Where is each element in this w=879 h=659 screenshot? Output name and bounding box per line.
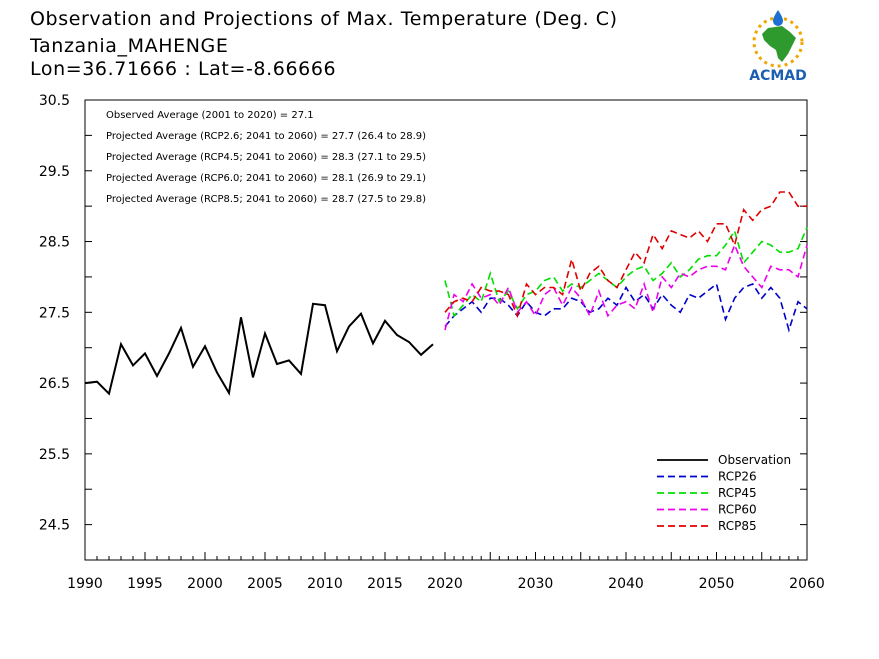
y-tick-label: 30.5 [39,93,70,109]
series-line-observation [84,302,434,396]
legend-label: RCP26 [718,470,757,484]
y-tick-label: 27.5 [39,305,70,321]
legend-label: RCP60 [718,503,757,517]
series-line-rcp26 [444,282,808,333]
average-annotation: Projected Average (RCP8.5; 2041 to 2060)… [106,194,426,205]
plot-frame [84,99,808,561]
series-line-rcp60 [444,242,808,331]
chart-title: Observation and Projections of Max. Temp… [30,8,618,30]
y-axis: 24.5 25.5 26.5 27.5 28.5 29.5 30.5 [39,93,807,561]
acmad-logo: ACMAD [749,10,807,84]
legend-label: Observation [718,453,791,467]
average-annotation: Projected Average (RCP2.6; 2041 to 2060)… [106,131,426,142]
x-tick-label: 2005 [247,576,283,592]
y-tick-label: 25.5 [39,447,70,463]
y-tick-label: 29.5 [39,164,70,180]
series-line-rcp85 [444,191,807,319]
x-axis: 1990 1995 2000 2005 2010 2015 2020 2030 2040 2050… [67,552,825,592]
legend-label: RCP85 [718,519,757,533]
legend-label: RCP45 [718,486,757,500]
y-tick-label: 24.5 [39,518,70,534]
africa-map-icon [762,26,796,62]
x-tick-label: 1990 [67,576,103,592]
x-tick-label: 2040 [608,576,644,592]
x-tick-label: 2030 [518,576,554,592]
x-tick-label: 2000 [187,576,223,592]
x-tick-label: 2010 [307,576,343,592]
x-tick-label: 2015 [367,576,403,592]
annotations: Observed Average (2001 to 2020) = 27.1 Pr… [106,110,426,205]
station-name: Tanzania_MAHENGE [30,35,229,57]
average-annotation: Projected Average (RCP4.5; 2041 to 2060)… [106,152,426,163]
legend: Observation RCP26 RCP45 RCP60 RCP85 [657,453,791,533]
station-coordinates: Lon=36.71666 : Lat=-8.66666 [30,58,337,80]
water-drop-icon [773,10,783,26]
series-group [84,191,808,396]
y-tick-label: 28.5 [39,235,70,251]
y-tick-label: 26.5 [39,376,70,392]
logo-text: ACMAD [749,68,807,84]
series-line-rcp45 [444,227,808,318]
x-tick-label: 2060 [789,576,825,592]
x-tick-label: 2020 [427,576,463,592]
average-annotation: Projected Average (RCP6.0; 2041 to 2060)… [106,173,426,184]
x-tick-label: 2050 [699,576,735,592]
average-annotation: Observed Average (2001 to 2020) = 27.1 [106,110,314,121]
x-tick-label: 1995 [127,576,163,592]
